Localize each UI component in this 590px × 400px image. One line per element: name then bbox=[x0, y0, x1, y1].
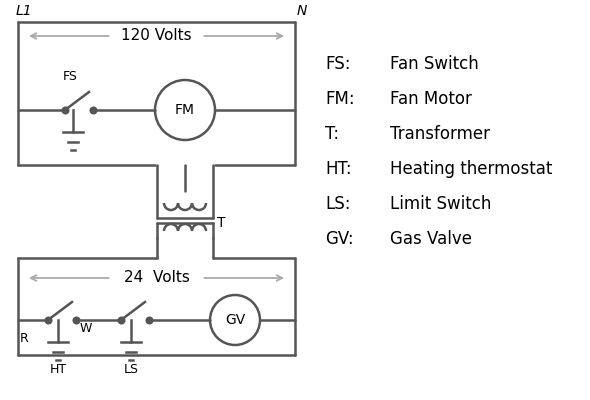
Text: LS: LS bbox=[123, 363, 139, 376]
Text: FM:: FM: bbox=[325, 90, 355, 108]
Text: Transformer: Transformer bbox=[390, 125, 490, 143]
Text: T:: T: bbox=[325, 125, 339, 143]
Text: W: W bbox=[80, 322, 93, 335]
Text: HT:: HT: bbox=[325, 160, 352, 178]
Text: Heating thermostat: Heating thermostat bbox=[390, 160, 552, 178]
Text: FS: FS bbox=[63, 70, 77, 83]
Text: Gas Valve: Gas Valve bbox=[390, 230, 472, 248]
Text: R: R bbox=[20, 332, 29, 345]
Text: GV:: GV: bbox=[325, 230, 353, 248]
Text: Fan Switch: Fan Switch bbox=[390, 55, 478, 73]
Text: FM: FM bbox=[175, 103, 195, 117]
Text: GV: GV bbox=[225, 313, 245, 327]
Text: HT: HT bbox=[50, 363, 67, 376]
Text: 120 Volts: 120 Volts bbox=[121, 28, 192, 44]
Text: LS:: LS: bbox=[325, 195, 350, 213]
Text: Fan Motor: Fan Motor bbox=[390, 90, 472, 108]
Text: L1: L1 bbox=[16, 4, 32, 18]
Text: T: T bbox=[217, 216, 225, 230]
Text: FS:: FS: bbox=[325, 55, 350, 73]
Text: Limit Switch: Limit Switch bbox=[390, 195, 491, 213]
Text: 24  Volts: 24 Volts bbox=[123, 270, 189, 286]
Text: N: N bbox=[297, 4, 307, 18]
